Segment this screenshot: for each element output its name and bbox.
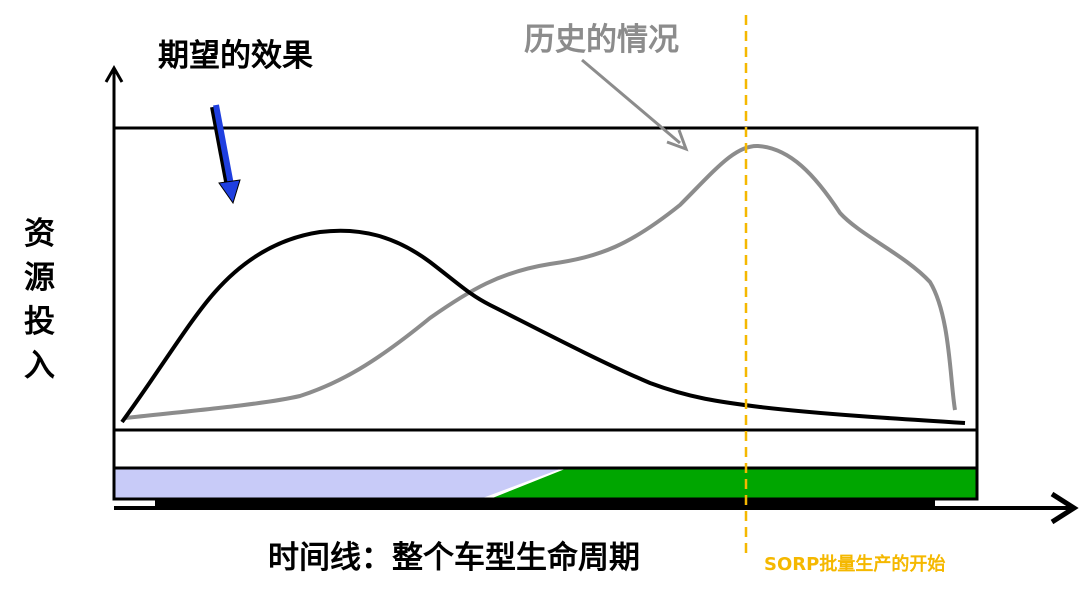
- plot-frame: [112, 126, 979, 501]
- x-axis-arrowhead: [1050, 491, 1079, 525]
- expected-curve: [120, 228, 966, 425]
- x-axis-bar: [155, 500, 935, 508]
- y-axis-arrowhead: [104, 64, 124, 83]
- phase-bar-early: [115, 469, 560, 499]
- historical-pointer-arrowhead: [666, 129, 689, 152]
- x-axis-label: 时间线：整个车型生命周期: [268, 540, 640, 576]
- expected-pointer-arrowhead: [218, 179, 241, 205]
- y-axis-label: 资源投入: [24, 216, 55, 384]
- historical-situation-label: 历史的情况: [524, 22, 679, 58]
- historical-pointer-arrow: [581, 58, 681, 145]
- expected-pointer-arrow-shadow: [210, 106, 232, 193]
- expected-effect-label: 期望的效果: [158, 38, 313, 74]
- expected-pointer-arrow: [213, 104, 234, 186]
- historical-curve: [124, 143, 957, 420]
- sorp-label: SORP批量生产的开始: [764, 554, 946, 575]
- phase-bar-late: [490, 469, 977, 499]
